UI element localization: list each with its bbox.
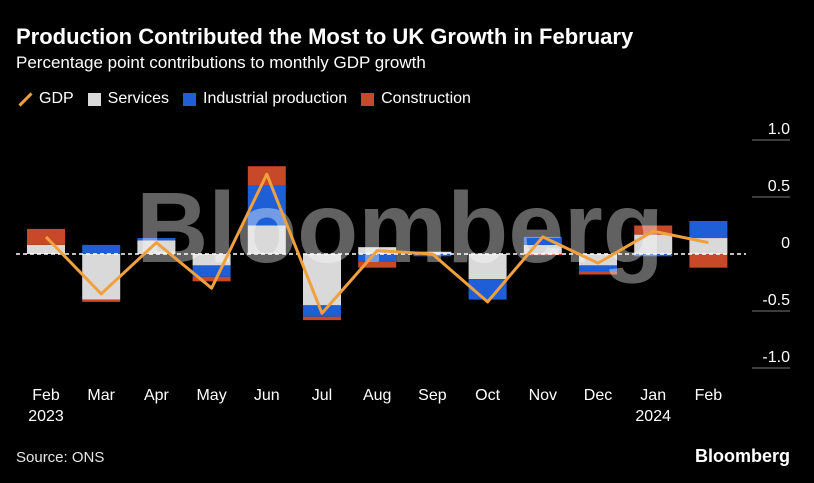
bar-industrial-production <box>579 265 617 272</box>
x-tick-label: Nov <box>529 387 557 404</box>
x-tick-label: Feb <box>695 387 723 404</box>
legend-item-construction: Construction <box>361 90 471 108</box>
x-tick-label: Jul <box>312 387 332 404</box>
x-tick-label: Dec <box>584 387 612 404</box>
bar-industrial-production <box>523 236 562 245</box>
bar-construction <box>192 276 231 282</box>
legend-industrial-production-label: Industrial production <box>203 90 348 107</box>
x-year-label: 2024 <box>635 408 671 425</box>
legend-item-gdp: GDP <box>16 90 74 108</box>
bar-services <box>468 254 507 280</box>
legend-item-services: Services <box>87 90 170 108</box>
legend-item-industrial-production: Industrial production <box>183 90 347 108</box>
bar-industrial-production <box>634 254 673 257</box>
x-tick-label: Sep <box>418 387 447 404</box>
gdp-line <box>44 172 709 315</box>
bar-services <box>192 254 231 266</box>
bar-construction <box>82 299 121 302</box>
y-tick-label: 0.5 <box>768 178 790 195</box>
y-tick-label: -1.0 <box>762 349 790 366</box>
bar-services <box>27 244 65 254</box>
bar-construction <box>579 271 617 275</box>
y-tick-label: -0.5 <box>762 292 790 309</box>
legend: GDP Services Industrial production Const… <box>16 90 485 108</box>
bar-services <box>634 234 673 254</box>
x-tick-label: Oct <box>475 387 500 404</box>
y-tick-label: 0 <box>781 235 790 252</box>
bar-industrial-production <box>192 265 231 277</box>
bar-construction <box>689 254 728 268</box>
bar-services <box>523 244 562 254</box>
bar-construction <box>303 316 341 321</box>
bar-industrial-production <box>82 244 121 254</box>
bar-industrial-production <box>358 254 397 262</box>
chart-subtitle: Percentage point contributions to monthl… <box>16 53 426 72</box>
x-tick-label: Apr <box>144 387 170 404</box>
x-tick-label: Aug <box>363 387 391 404</box>
legend-services-swatch <box>87 92 101 106</box>
legend-gdp-label: GDP <box>39 90 74 107</box>
x-tick-label: May <box>196 387 226 404</box>
bar-construction <box>358 261 397 268</box>
chart-plot: 1.0 0.5 0 -0.5 -1.0 Bloomberg Feb 2023 Mar Apr May… <box>16 121 790 425</box>
bar-services <box>579 254 617 266</box>
source-note: Source: ONS <box>16 449 105 466</box>
x-tick-label: Jun <box>254 387 280 404</box>
legend-construction-swatch <box>361 92 375 106</box>
bar-industrial-production <box>137 238 176 241</box>
x-tick-label: Jan <box>640 387 666 404</box>
legend-services-label: Services <box>107 90 170 107</box>
x-tick-label: Mar <box>87 387 115 404</box>
x-year-label: 2023 <box>28 408 64 425</box>
chart-title: Production Contributed the Most to UK Gr… <box>16 24 634 49</box>
x-tick-label: Feb <box>32 387 60 404</box>
bloomberg-watermark: Bloomberg <box>136 172 664 284</box>
bloomberg-logo: Bloomberg <box>694 446 790 466</box>
bar-industrial-production <box>689 220 728 239</box>
bar-services <box>247 225 286 254</box>
legend-industrial-production-swatch <box>183 92 197 106</box>
legend-construction-label: Construction <box>381 90 471 107</box>
y-tick-label: 1.0 <box>768 121 790 138</box>
